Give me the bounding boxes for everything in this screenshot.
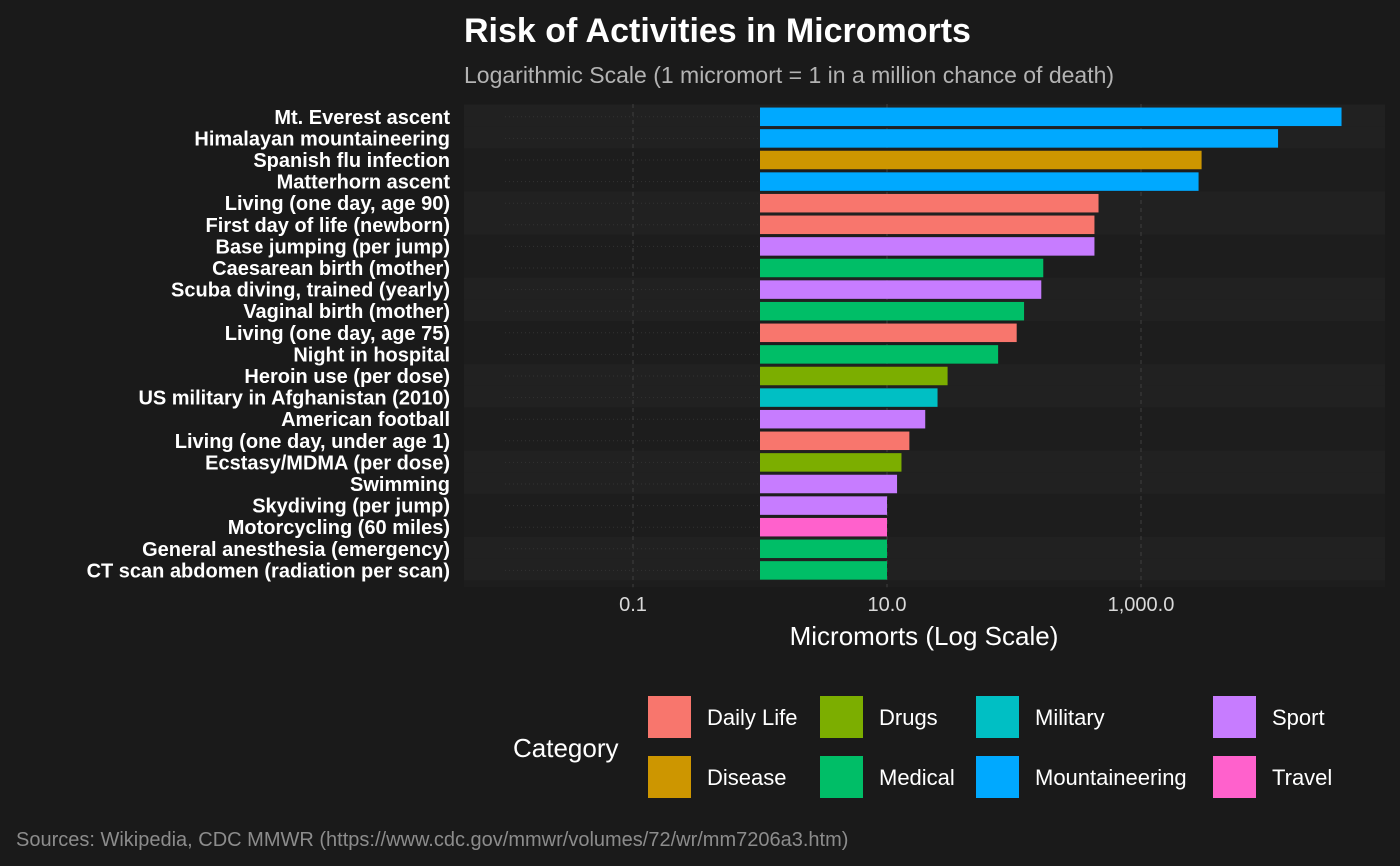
- y-axis-label: Vaginal birth (mother): [243, 301, 450, 323]
- bar: [760, 107, 1342, 127]
- legend-label: Mountaineering: [1035, 765, 1187, 790]
- bar: [760, 539, 887, 559]
- y-axis-label: Heroin use (per dose): [244, 366, 450, 388]
- bar: [760, 366, 948, 386]
- legend-swatch: [976, 696, 1019, 738]
- y-axis-label: Night in hospital: [293, 344, 450, 366]
- y-axis-label: Base jumping (per jump): [216, 236, 450, 258]
- bar: [760, 129, 1279, 148]
- chart-subtitle: Logarithmic Scale (1 micromort = 1 in a …: [464, 62, 1114, 88]
- y-axis-label: US military in Afghanistan (2010): [138, 388, 450, 410]
- x-axis-title: Micromorts (Log Scale): [790, 621, 1059, 651]
- y-axis-label: Matterhorn ascent: [277, 172, 451, 194]
- bar: [760, 301, 1025, 321]
- y-axis-label: Motorcycling (60 miles): [228, 517, 450, 539]
- legend-label: Medical: [879, 765, 955, 790]
- legend-label: Disease: [707, 765, 786, 790]
- row-band: [464, 558, 1385, 581]
- y-axis-label: Himalayan mountaineering: [194, 128, 450, 150]
- legend-swatch: [820, 696, 863, 738]
- bar: [760, 496, 887, 515]
- legend-label: Drugs: [879, 705, 938, 730]
- bar: [760, 172, 1199, 191]
- row-band: [464, 472, 1385, 494]
- bars: [760, 107, 1342, 580]
- legend-swatch: [820, 756, 863, 798]
- bar: [760, 388, 938, 407]
- bar: [760, 215, 1095, 235]
- y-axis-label: Ecstasy/MDMA (per dose): [205, 452, 450, 474]
- legend-title: Category: [513, 733, 619, 763]
- y-axis-label: Scuba diving, trained (yearly): [171, 280, 450, 302]
- bar: [760, 150, 1202, 170]
- legend: Daily Life Disease Drugs Medical Military Mou…: [648, 696, 1332, 798]
- x-tick-label: 10.0: [868, 594, 907, 616]
- legend-swatch: [648, 696, 691, 738]
- legend-label: Sport: [1272, 705, 1325, 730]
- bar: [760, 237, 1095, 256]
- bar: [760, 453, 902, 472]
- bar: [760, 474, 898, 494]
- chart-title: Risk of Activities in Micromorts: [464, 12, 971, 50]
- y-axis-label: Skydiving (per jump): [252, 496, 450, 518]
- bar: [760, 409, 926, 429]
- y-axis-label: Spanish flu infection: [253, 150, 450, 172]
- y-axis-label: Swimming: [350, 474, 450, 496]
- bar: [760, 561, 887, 580]
- row-band: [464, 450, 1385, 473]
- bar: [760, 323, 1017, 343]
- y-axis-label: American football: [281, 409, 450, 431]
- legend-label: Military: [1035, 705, 1105, 730]
- legend-label: Daily Life: [707, 705, 797, 730]
- bar: [760, 193, 1099, 213]
- y-axis-label: Caesarean birth (mother): [212, 258, 450, 280]
- bar: [760, 431, 910, 451]
- bar: [760, 280, 1042, 299]
- legend-swatch: [976, 756, 1019, 798]
- y-axis-label: Living (one day, age 75): [225, 323, 450, 345]
- bar: [760, 345, 999, 364]
- legend-label: Travel: [1272, 765, 1332, 790]
- legend-swatch: [1213, 696, 1256, 738]
- y-axis-label: Living (one day, under age 1): [175, 431, 450, 453]
- y-axis-label: General anesthesia (emergency): [142, 539, 450, 561]
- legend-swatch: [1213, 756, 1256, 798]
- y-axis-label: Living (one day, age 90): [225, 193, 450, 215]
- row-band: [464, 537, 1385, 559]
- legend-swatch: [648, 756, 691, 798]
- bar: [760, 258, 1044, 278]
- x-axis-ticks: 0.1 10.0 1,000.0: [619, 594, 1174, 616]
- x-tick-label: 1,000.0: [1108, 594, 1175, 616]
- chart-caption: Sources: Wikipedia, CDC MMWR (https://ww…: [16, 829, 848, 851]
- y-axis-label: CT scan abdomen (radiation per scan): [87, 560, 450, 582]
- x-tick-label: 0.1: [619, 594, 647, 616]
- bar: [760, 517, 887, 537]
- y-axis-label: Mt. Everest ascent: [274, 107, 450, 129]
- y-axis-label: First day of life (newborn): [206, 215, 450, 237]
